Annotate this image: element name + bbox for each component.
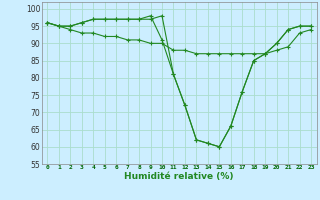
X-axis label: Humidité relative (%): Humidité relative (%)	[124, 172, 234, 181]
